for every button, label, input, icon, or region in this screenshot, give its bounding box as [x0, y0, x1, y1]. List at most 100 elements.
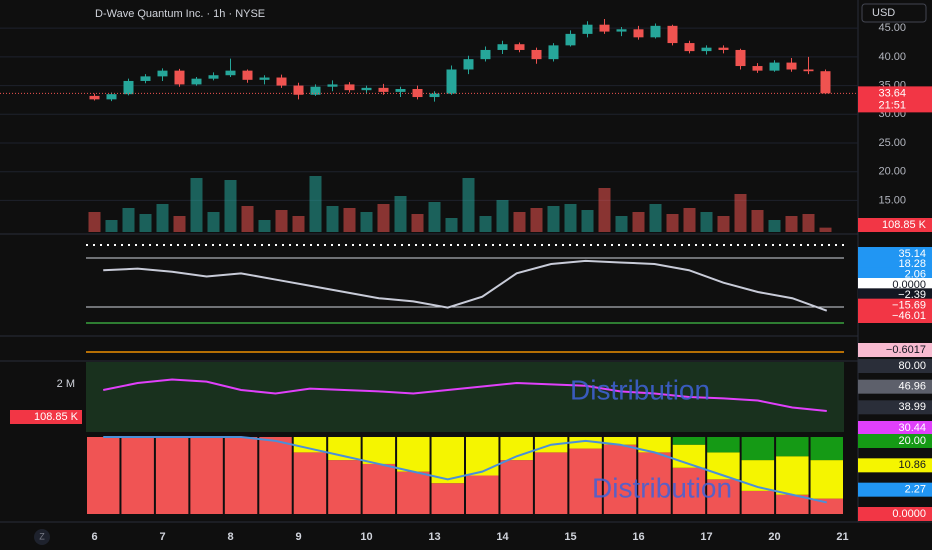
last-price-badge — [858, 86, 932, 113]
price-badge-label: 10.86 — [898, 459, 926, 471]
volume-bar — [88, 212, 101, 232]
volume-bar — [105, 220, 118, 232]
volume-bar — [564, 204, 577, 232]
price-badge-label: 0.0000 — [892, 508, 926, 520]
candle-body — [191, 78, 202, 85]
volume-bar — [615, 216, 628, 232]
candle-body — [531, 49, 542, 60]
price-badge-label: −15.69 — [892, 300, 926, 312]
candle-body — [174, 70, 185, 85]
candle-body — [667, 25, 678, 44]
volume-bar — [581, 210, 594, 232]
x-tick-label: 21 — [836, 531, 848, 543]
volume-bar — [513, 212, 526, 232]
candle-body — [701, 47, 712, 52]
volume-bar — [649, 204, 662, 232]
volume-bar — [139, 214, 152, 232]
volume-bar — [241, 206, 254, 232]
x-tick-label: 6 — [91, 531, 97, 543]
stacked-bar-segment — [810, 437, 843, 461]
price-badge — [858, 434, 932, 448]
price-badge — [858, 309, 932, 323]
candle-body — [616, 29, 627, 32]
stacked-bar-segment — [741, 490, 775, 514]
candle-body — [361, 87, 372, 91]
stacked-bar-segment — [121, 437, 154, 514]
countdown-label: 21:51 — [878, 99, 906, 111]
volume-bar — [445, 218, 458, 232]
price-badge-label: 38.99 — [898, 401, 926, 413]
candle-body — [140, 76, 151, 81]
price-badge — [858, 482, 932, 497]
last-price-label: 33.64 — [878, 87, 906, 99]
stacked-bar-segment — [707, 437, 740, 453]
price-badge-label: 2.06 — [905, 269, 926, 281]
x-tick-label: 17 — [700, 531, 712, 543]
stacked-bar-segment — [603, 444, 637, 514]
stacked-bar-segment — [431, 437, 464, 484]
stacked-bar-segment — [155, 437, 189, 514]
candle-body — [259, 77, 270, 80]
candle-body — [463, 59, 474, 70]
price-badge — [858, 421, 932, 435]
y-tick-label: 20.00 — [878, 166, 906, 178]
candle-body — [650, 25, 661, 38]
volume-badge-label: 108.85 K — [34, 411, 79, 423]
volume-bar — [411, 214, 424, 232]
candle-body — [718, 47, 729, 50]
x-tick-label: 20 — [768, 531, 780, 543]
candle-body — [378, 87, 389, 92]
candle-body — [225, 70, 236, 76]
price-badge-label: −0.6017 — [886, 344, 926, 356]
zoom-label[interactable]: Z — [39, 531, 45, 541]
volume-bar — [802, 214, 815, 232]
candle-body — [786, 62, 797, 70]
candle-body — [497, 44, 508, 50]
price-badge — [858, 507, 932, 521]
stacked-bar-segment — [397, 471, 430, 514]
stacked-bar-segment — [776, 494, 809, 514]
volume-badge — [858, 218, 932, 232]
volume-bar — [309, 176, 322, 232]
x-tick-label: 10 — [360, 531, 372, 543]
volume-bar — [292, 216, 305, 232]
candle-body — [429, 93, 440, 98]
volume-bar — [598, 188, 611, 232]
stacked-bar-segment — [466, 475, 499, 514]
indicator-background — [86, 362, 844, 432]
volume-bar — [768, 220, 781, 232]
stacked-bar-segment — [224, 437, 258, 514]
candle-body — [684, 43, 695, 52]
price-badge-label: 35.14 — [898, 248, 926, 260]
indicator-line — [103, 378, 827, 412]
zoom-button[interactable] — [34, 529, 50, 545]
candle-body — [480, 49, 491, 60]
candle-body — [582, 24, 593, 34]
price-badge-label: 30.44 — [898, 422, 926, 434]
stacked-bar-segment — [431, 483, 464, 514]
price-badge-label: −46.01 — [892, 310, 926, 322]
candle-body — [803, 69, 814, 72]
candle-body — [769, 62, 780, 71]
volume-bar — [734, 194, 747, 232]
price-badge — [858, 359, 932, 373]
volume-bar — [462, 178, 475, 232]
candle-body — [752, 66, 763, 71]
price-badge-label: 2.27 — [905, 484, 926, 496]
price-badge-label: 20.00 — [898, 435, 926, 447]
currency-button[interactable] — [861, 3, 927, 23]
candle-body — [106, 94, 117, 100]
price-badge — [858, 379, 932, 394]
candle-body — [242, 70, 253, 80]
indicator-line — [103, 436, 827, 504]
volume-bar — [360, 212, 373, 232]
chart-title: D-Wave Quantum Inc. · 1h · NYSE — [95, 8, 265, 20]
x-tick-label: 15 — [564, 531, 576, 543]
candle-body — [514, 44, 525, 50]
stacked-bar-segment — [534, 452, 568, 514]
volume-bar — [717, 216, 730, 232]
stacked-bar-segment — [638, 452, 671, 514]
currency-label[interactable]: USD — [872, 7, 895, 19]
price-badge-label: 46.96 — [898, 381, 926, 393]
stacked-bar-segment — [603, 437, 637, 445]
